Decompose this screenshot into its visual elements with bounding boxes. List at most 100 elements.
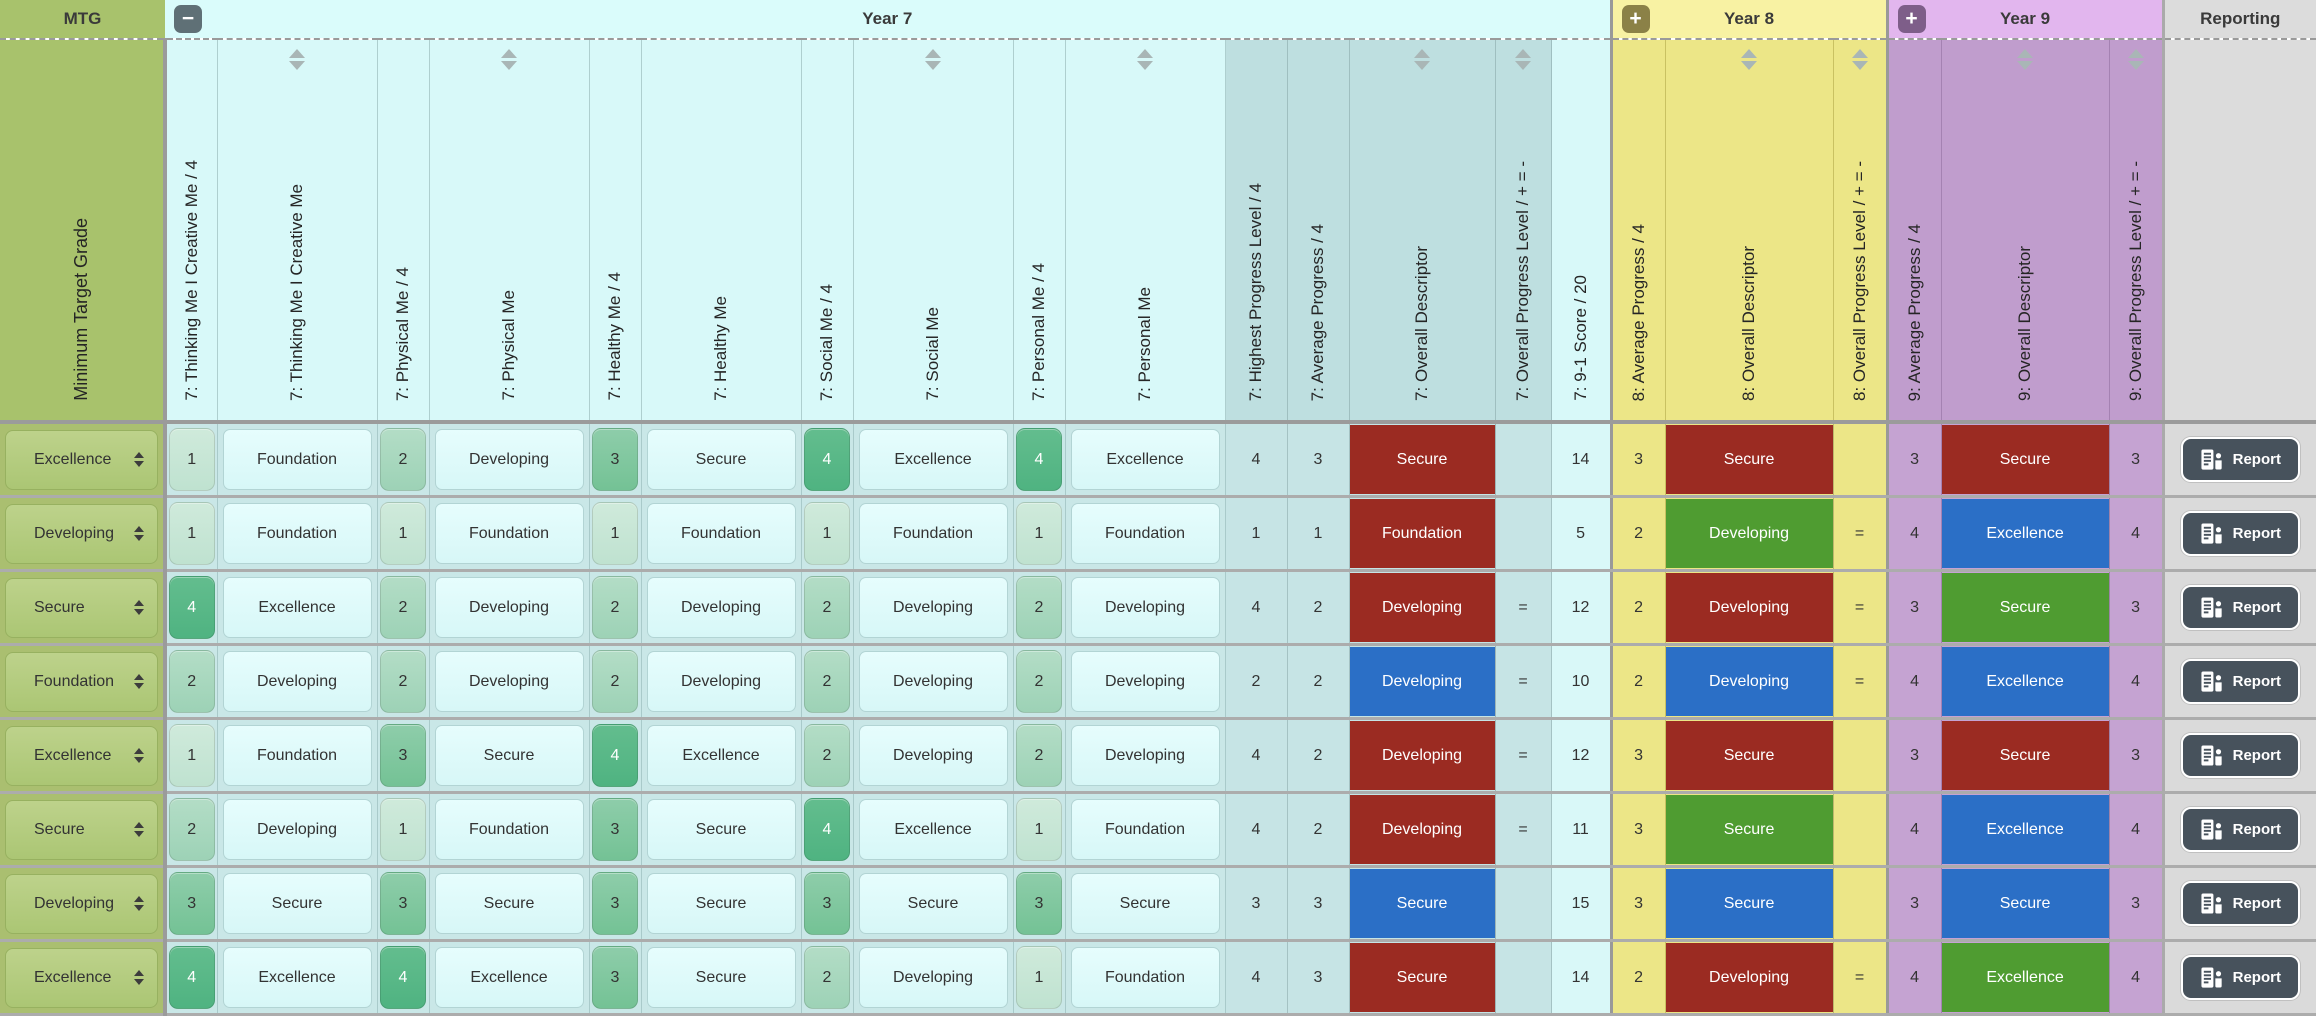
sort-icon[interactable] bbox=[1515, 49, 1531, 70]
mtg-select[interactable]: Foundation bbox=[5, 651, 158, 712]
mtg-select[interactable]: Developing bbox=[5, 503, 158, 564]
y9-opl-cell: 3 bbox=[2109, 718, 2164, 794]
y7-social-grade-cell: Developing bbox=[853, 940, 1014, 1016]
mtg-select[interactable]: Excellence bbox=[5, 947, 158, 1008]
y7-personal-grade-cell: Developing bbox=[1065, 718, 1226, 794]
sort-icon[interactable] bbox=[1851, 49, 1868, 70]
column-label: 7: Healthy Me / 4 bbox=[605, 272, 625, 401]
year9-expand-button[interactable]: + bbox=[1897, 5, 1926, 33]
mtg-select[interactable]: Excellence bbox=[5, 429, 158, 490]
sort-down-arrow-icon bbox=[1741, 61, 1758, 70]
year7-collapse-button[interactable]: − bbox=[174, 5, 202, 33]
y9-average-column-header: 9: Average Progress / 4 bbox=[1885, 39, 1942, 424]
y7-social-score-cell: 2 bbox=[801, 940, 854, 1016]
y9-opl-cell: 3 bbox=[2109, 570, 2164, 646]
y8-descriptor-cell: Developing bbox=[1665, 940, 1834, 1016]
sort-icon[interactable] bbox=[1137, 49, 1153, 70]
year8-expand-button[interactable]: + bbox=[1621, 5, 1650, 33]
column-label: 7: Thinking Me I Creative Me bbox=[287, 184, 307, 401]
y7-personal-grade-cell: Developing bbox=[1065, 570, 1226, 646]
score-chip: 4 bbox=[168, 946, 215, 1009]
y7-opl-cell: = bbox=[1495, 570, 1552, 646]
report-button[interactable]: Report bbox=[2180, 955, 2300, 1000]
grade-label: Foundation bbox=[1070, 799, 1220, 860]
grade-label: Excellence bbox=[222, 577, 372, 638]
mtg-select[interactable]: Excellence bbox=[5, 725, 158, 786]
reporting-group-label: Reporting bbox=[2200, 9, 2281, 28]
report-cell: Report bbox=[2161, 866, 2316, 942]
descriptor-badge: Developing bbox=[1349, 795, 1495, 864]
descriptor-badge: Secure bbox=[1665, 721, 1833, 790]
y7-descriptor-cell: Secure bbox=[1349, 940, 1496, 1016]
sort-icon[interactable] bbox=[2017, 49, 2034, 70]
grade-label: Foundation bbox=[858, 503, 1008, 564]
mtg-group-header: MTG bbox=[0, 0, 165, 40]
grade-label: Excellence bbox=[858, 429, 1008, 490]
y7-personal-grade-column-header: 7: Personal Me bbox=[1065, 39, 1226, 424]
y7-score-cell: 14 bbox=[1551, 940, 1612, 1016]
report-button-label: Report bbox=[2232, 969, 2281, 986]
score-chip: 2 bbox=[804, 576, 850, 639]
y7-social-score-cell: 2 bbox=[801, 644, 854, 720]
score-chip: 2 bbox=[804, 724, 850, 787]
y7-physical-grade-cell: Foundation bbox=[429, 496, 590, 572]
y7-thinking-score-cell: 2 bbox=[165, 792, 218, 868]
y7-average-cell: 2 bbox=[1287, 644, 1350, 720]
grade-label: Excellence bbox=[858, 799, 1008, 860]
report-cell: Report bbox=[2161, 644, 2316, 720]
score-chip: 3 bbox=[592, 946, 638, 1009]
grade-label: Developing bbox=[222, 651, 372, 712]
report-button-label: Report bbox=[2232, 525, 2281, 542]
sort-icon[interactable] bbox=[289, 49, 305, 70]
y7-social-score-cell: 1 bbox=[801, 496, 854, 572]
report-button[interactable]: Report bbox=[2180, 585, 2300, 630]
score-chip: 1 bbox=[1016, 946, 1062, 1009]
mtg-select[interactable]: Secure bbox=[5, 577, 158, 638]
column-label: 7: Highest Progress Level / 4 bbox=[1246, 182, 1266, 401]
sort-icon[interactable] bbox=[925, 49, 941, 70]
sort-down-arrow-icon bbox=[501, 61, 517, 70]
column-label: 7: Social Me bbox=[923, 307, 943, 401]
report-button[interactable]: Report bbox=[2180, 807, 2300, 852]
y7-healthy-grade-cell: Foundation bbox=[641, 496, 802, 572]
y8-opl-cell bbox=[1833, 792, 1888, 868]
score-chip: 4 bbox=[168, 576, 215, 639]
descriptor-badge: Secure bbox=[1941, 869, 2109, 938]
mtg-select[interactable]: Developing bbox=[5, 873, 158, 934]
y8-average-cell: 3 bbox=[1609, 422, 1666, 498]
report-button[interactable]: Report bbox=[2180, 733, 2300, 778]
report-button[interactable]: Report bbox=[2180, 881, 2300, 926]
y9-average-cell: 3 bbox=[1885, 570, 1942, 646]
y7-healthy-score-cell: 4 bbox=[589, 718, 642, 794]
y7-score-column-header: 7: 9-1 Score / 20 bbox=[1551, 39, 1612, 424]
y7-thinking-score-cell: 2 bbox=[165, 644, 218, 720]
sort-icon[interactable] bbox=[1414, 49, 1430, 70]
y7-average-cell: 2 bbox=[1287, 718, 1350, 794]
y9-descriptor-cell: Excellence bbox=[1941, 644, 2110, 720]
report-button[interactable]: Report bbox=[2180, 659, 2300, 704]
column-label: 8: Overall Progress Level / + = - bbox=[1849, 161, 1869, 401]
y7-average-cell: 3 bbox=[1287, 866, 1350, 942]
mtg-cell: Excellence bbox=[0, 940, 167, 1016]
column-label: 7: Average Progress / 4 bbox=[1308, 223, 1328, 401]
score-chip: 3 bbox=[168, 872, 215, 935]
sort-icon[interactable] bbox=[501, 49, 517, 70]
y7-opl-cell bbox=[1495, 422, 1552, 498]
mtg-select[interactable]: Secure bbox=[5, 799, 158, 860]
report-button[interactable]: Report bbox=[2180, 511, 2300, 556]
y7-physical-grade-cell: Developing bbox=[429, 422, 590, 498]
grade-label: Secure bbox=[1070, 873, 1220, 934]
report-button[interactable]: Report bbox=[2180, 437, 2300, 482]
sort-icon[interactable] bbox=[1741, 49, 1758, 70]
descriptor-badge: Developing bbox=[1349, 721, 1495, 790]
sort-down-arrow-icon bbox=[289, 61, 305, 70]
score-chip: 4 bbox=[804, 798, 850, 861]
grade-label: Developing bbox=[646, 577, 796, 638]
y7-physical-score-cell: 2 bbox=[377, 570, 430, 646]
sort-icon[interactable] bbox=[2127, 49, 2144, 70]
y7-physical-grade-cell: Excellence bbox=[429, 940, 590, 1016]
grade-label: Foundation bbox=[222, 503, 372, 564]
y7-physical-grade-column-header: 7: Physical Me bbox=[429, 39, 590, 424]
descriptor-badge: Developing bbox=[1665, 647, 1833, 716]
y7-descriptor-cell: Secure bbox=[1349, 866, 1496, 942]
